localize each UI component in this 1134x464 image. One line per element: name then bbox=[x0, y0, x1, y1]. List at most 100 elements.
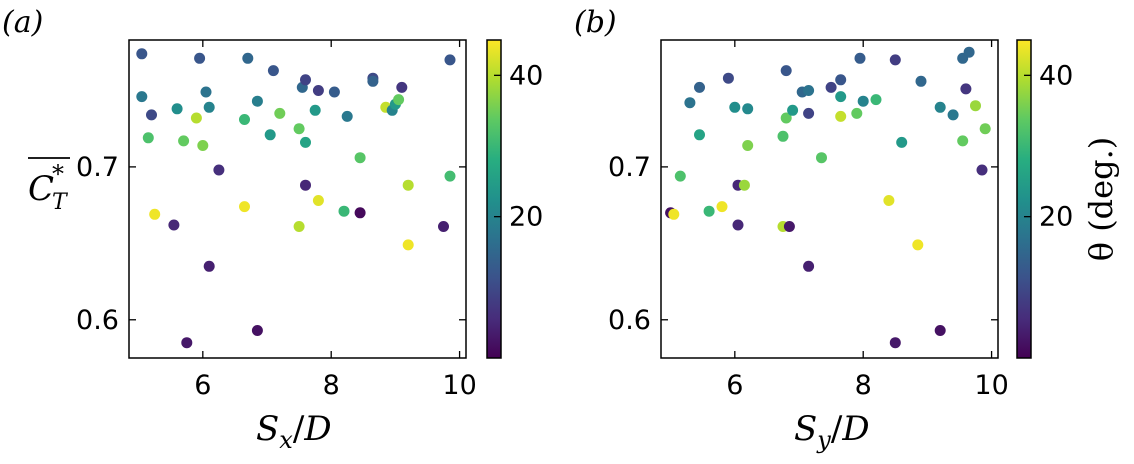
panel-b-point-41 bbox=[934, 325, 946, 336]
panel-b-ticks: 6 8 10 0.6 0.7 bbox=[608, 40, 1009, 401]
panel-a-point-16 bbox=[239, 114, 250, 125]
panel-a-point-6 bbox=[171, 103, 183, 115]
panel-b-x-tick-label-1: 8 bbox=[855, 370, 872, 401]
panel-a-y-tick-label-0: 0.6 bbox=[76, 305, 119, 336]
panel-b-point-12 bbox=[738, 179, 750, 191]
panel-a-point-35 bbox=[341, 110, 353, 122]
panel-b-point-4 bbox=[694, 81, 705, 93]
panel-b-point-49 bbox=[979, 123, 991, 135]
panel-a-point-0 bbox=[136, 48, 148, 60]
panel-b-point-30 bbox=[851, 107, 863, 119]
panel-b-point-5 bbox=[694, 129, 705, 141]
panel-b-point-44 bbox=[957, 135, 969, 147]
panel-a-ylabel-sub: T bbox=[52, 190, 69, 215]
panel-b-point-33 bbox=[870, 94, 882, 106]
panel-a-xlabel: Sx/D bbox=[256, 409, 332, 454]
panel-b-point-31 bbox=[854, 52, 866, 64]
panel-a-point-14 bbox=[203, 260, 215, 272]
panel-b-point-1 bbox=[668, 208, 680, 220]
panel-a-x-tick-label-2: 10 bbox=[442, 370, 476, 401]
panel-a-point-22 bbox=[267, 65, 279, 77]
panel-b-colorbar-gradient bbox=[1017, 40, 1031, 358]
panel-a-point-10 bbox=[194, 52, 206, 64]
panel-a-point-30 bbox=[309, 104, 321, 116]
panel-a-ylabel-c: C bbox=[28, 169, 54, 209]
panel-b-colorbar-frame bbox=[1016, 39, 1032, 359]
panel-b-x-tick-label-2: 10 bbox=[974, 370, 1008, 401]
panel-a-point-2 bbox=[146, 109, 157, 121]
panel-b-y-tick-label-1: 0.7 bbox=[608, 152, 651, 183]
panel-b-point-20 bbox=[787, 104, 799, 116]
panel-a-point-43 bbox=[393, 94, 405, 106]
panel-a-point-46 bbox=[402, 239, 414, 251]
panel-a-point-24 bbox=[293, 123, 305, 135]
panel-b-colorbar-tick-label-1: 40 bbox=[1039, 60, 1073, 91]
panel-a-point-20 bbox=[251, 325, 263, 336]
panel-b-point-40 bbox=[934, 101, 946, 113]
panel-a-point-32 bbox=[312, 195, 324, 206]
panel-a-point-3 bbox=[142, 132, 154, 144]
panel-b-xlabel: Sy/D bbox=[794, 409, 870, 454]
panel-b-point-38 bbox=[912, 239, 924, 251]
panel-a-colorbar-gradient bbox=[487, 40, 501, 358]
panel-b-point-37 bbox=[896, 136, 908, 148]
panel-a-point-33 bbox=[328, 86, 340, 98]
panel-b-point-46 bbox=[963, 46, 975, 58]
panel-a-point-45 bbox=[402, 179, 414, 191]
panel-b-point-24 bbox=[803, 260, 815, 272]
panel-b-point-22 bbox=[803, 85, 815, 96]
panel-a-point-5 bbox=[168, 219, 180, 231]
panel-a-point-36 bbox=[354, 152, 366, 164]
panel-a-points bbox=[136, 48, 456, 349]
panel-a-x-axis-label: Sx/D bbox=[256, 409, 332, 454]
panel-a-point-19 bbox=[251, 95, 263, 107]
panel-a-colorbar-frame bbox=[486, 39, 502, 359]
panel-a-point-11 bbox=[197, 140, 209, 151]
panel-b-point-2 bbox=[674, 170, 686, 182]
panel-b-x-axis-label: Sy/D bbox=[794, 409, 870, 454]
colorbar-label: θ (deg.) bbox=[1082, 137, 1120, 261]
panel-a-point-25 bbox=[293, 221, 305, 232]
panel-b-point-14 bbox=[742, 140, 754, 151]
panel-a-point-12 bbox=[200, 86, 212, 98]
panel-a-point-44 bbox=[396, 81, 408, 93]
panel-a-colorbar-tick-label-0: 20 bbox=[509, 202, 543, 233]
panel-b-point-13 bbox=[742, 103, 754, 115]
panel-b-points bbox=[665, 46, 991, 349]
panel-b-point-48 bbox=[976, 164, 988, 176]
panel-b-point-3 bbox=[684, 97, 696, 109]
panel-a-point-49 bbox=[444, 170, 456, 182]
panel-b-point-36 bbox=[889, 337, 901, 349]
panel-b-point-16 bbox=[777, 130, 789, 142]
panel-b-point-39 bbox=[915, 75, 927, 87]
panel-a-point-37 bbox=[354, 207, 366, 219]
panel-b-point-45 bbox=[960, 83, 972, 95]
panel-a-point-27 bbox=[300, 74, 311, 86]
panel-b-point-34 bbox=[883, 195, 895, 206]
panel-b-point-28 bbox=[835, 91, 847, 103]
panel-b-point-18 bbox=[780, 112, 792, 124]
panel-a-point-21 bbox=[264, 129, 276, 141]
panel-a-point-1 bbox=[136, 91, 148, 103]
panel-a-point-34 bbox=[338, 205, 350, 217]
panel-a-point-15 bbox=[213, 164, 225, 176]
panel-a-point-47 bbox=[438, 221, 449, 232]
panel-a-plot-frame bbox=[128, 39, 467, 359]
panel-b-point-47 bbox=[970, 100, 981, 112]
panel-b-point-17 bbox=[780, 65, 792, 77]
panel-a-point-13 bbox=[203, 101, 215, 113]
panel-b-plot-frame bbox=[660, 39, 999, 359]
panel-a-point-39 bbox=[367, 75, 379, 87]
panel-a-point-31 bbox=[312, 85, 324, 96]
panel-a-colorbar-tick-label-1: 40 bbox=[509, 60, 543, 91]
panel-a-ylabel-star: * bbox=[52, 160, 64, 188]
panel-b-y-tick-label-0: 0.6 bbox=[608, 305, 651, 336]
panel-b-point-11 bbox=[732, 219, 744, 231]
panel-b-point-35 bbox=[889, 54, 901, 66]
